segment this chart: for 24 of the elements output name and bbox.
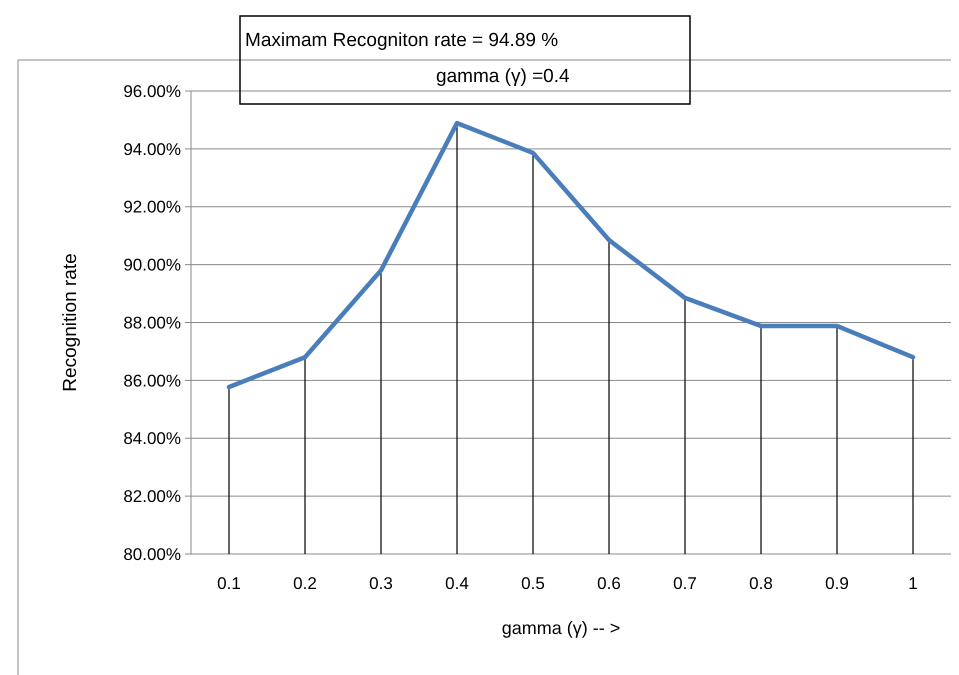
- y-tick-label: 84.00%: [123, 429, 181, 448]
- x-tick-label: 0.4: [445, 574, 469, 593]
- y-tick-label: 86.00%: [123, 371, 181, 390]
- y-tick-label: 88.00%: [123, 313, 181, 332]
- x-tick-label: 1: [908, 574, 918, 593]
- y-tick-label: 90.00%: [123, 256, 181, 275]
- y-axis-title: Recognition rate: [60, 253, 81, 392]
- text: gamma (γ) =0.4: [436, 66, 570, 87]
- x-tick-label: 0.6: [597, 574, 621, 593]
- x-tick-label: 0.7: [673, 574, 697, 593]
- y-tick-label: 96.00%: [123, 82, 181, 101]
- x-tick-label: 0.8: [749, 574, 773, 593]
- x-tick-label: 0.2: [293, 574, 317, 593]
- y-tick-label: 80.00%: [123, 544, 181, 564]
- line-series: [226, 120, 916, 390]
- y-tick-label: 92.00%: [123, 198, 181, 217]
- x-tick-label: 0.1: [217, 574, 241, 593]
- x-axis-title: gamma (γ) -- >: [502, 618, 620, 638]
- x-tick-label: 0.9: [825, 574, 849, 593]
- text: Maximam Recogniton rate = 94.89 %: [245, 30, 558, 51]
- x-tick-label: 0.3: [369, 574, 393, 593]
- y-tick-label: 82.00%: [123, 487, 181, 506]
- x-tick-label: 0.5: [521, 574, 545, 593]
- y-tick-label: 94.00%: [123, 140, 181, 159]
